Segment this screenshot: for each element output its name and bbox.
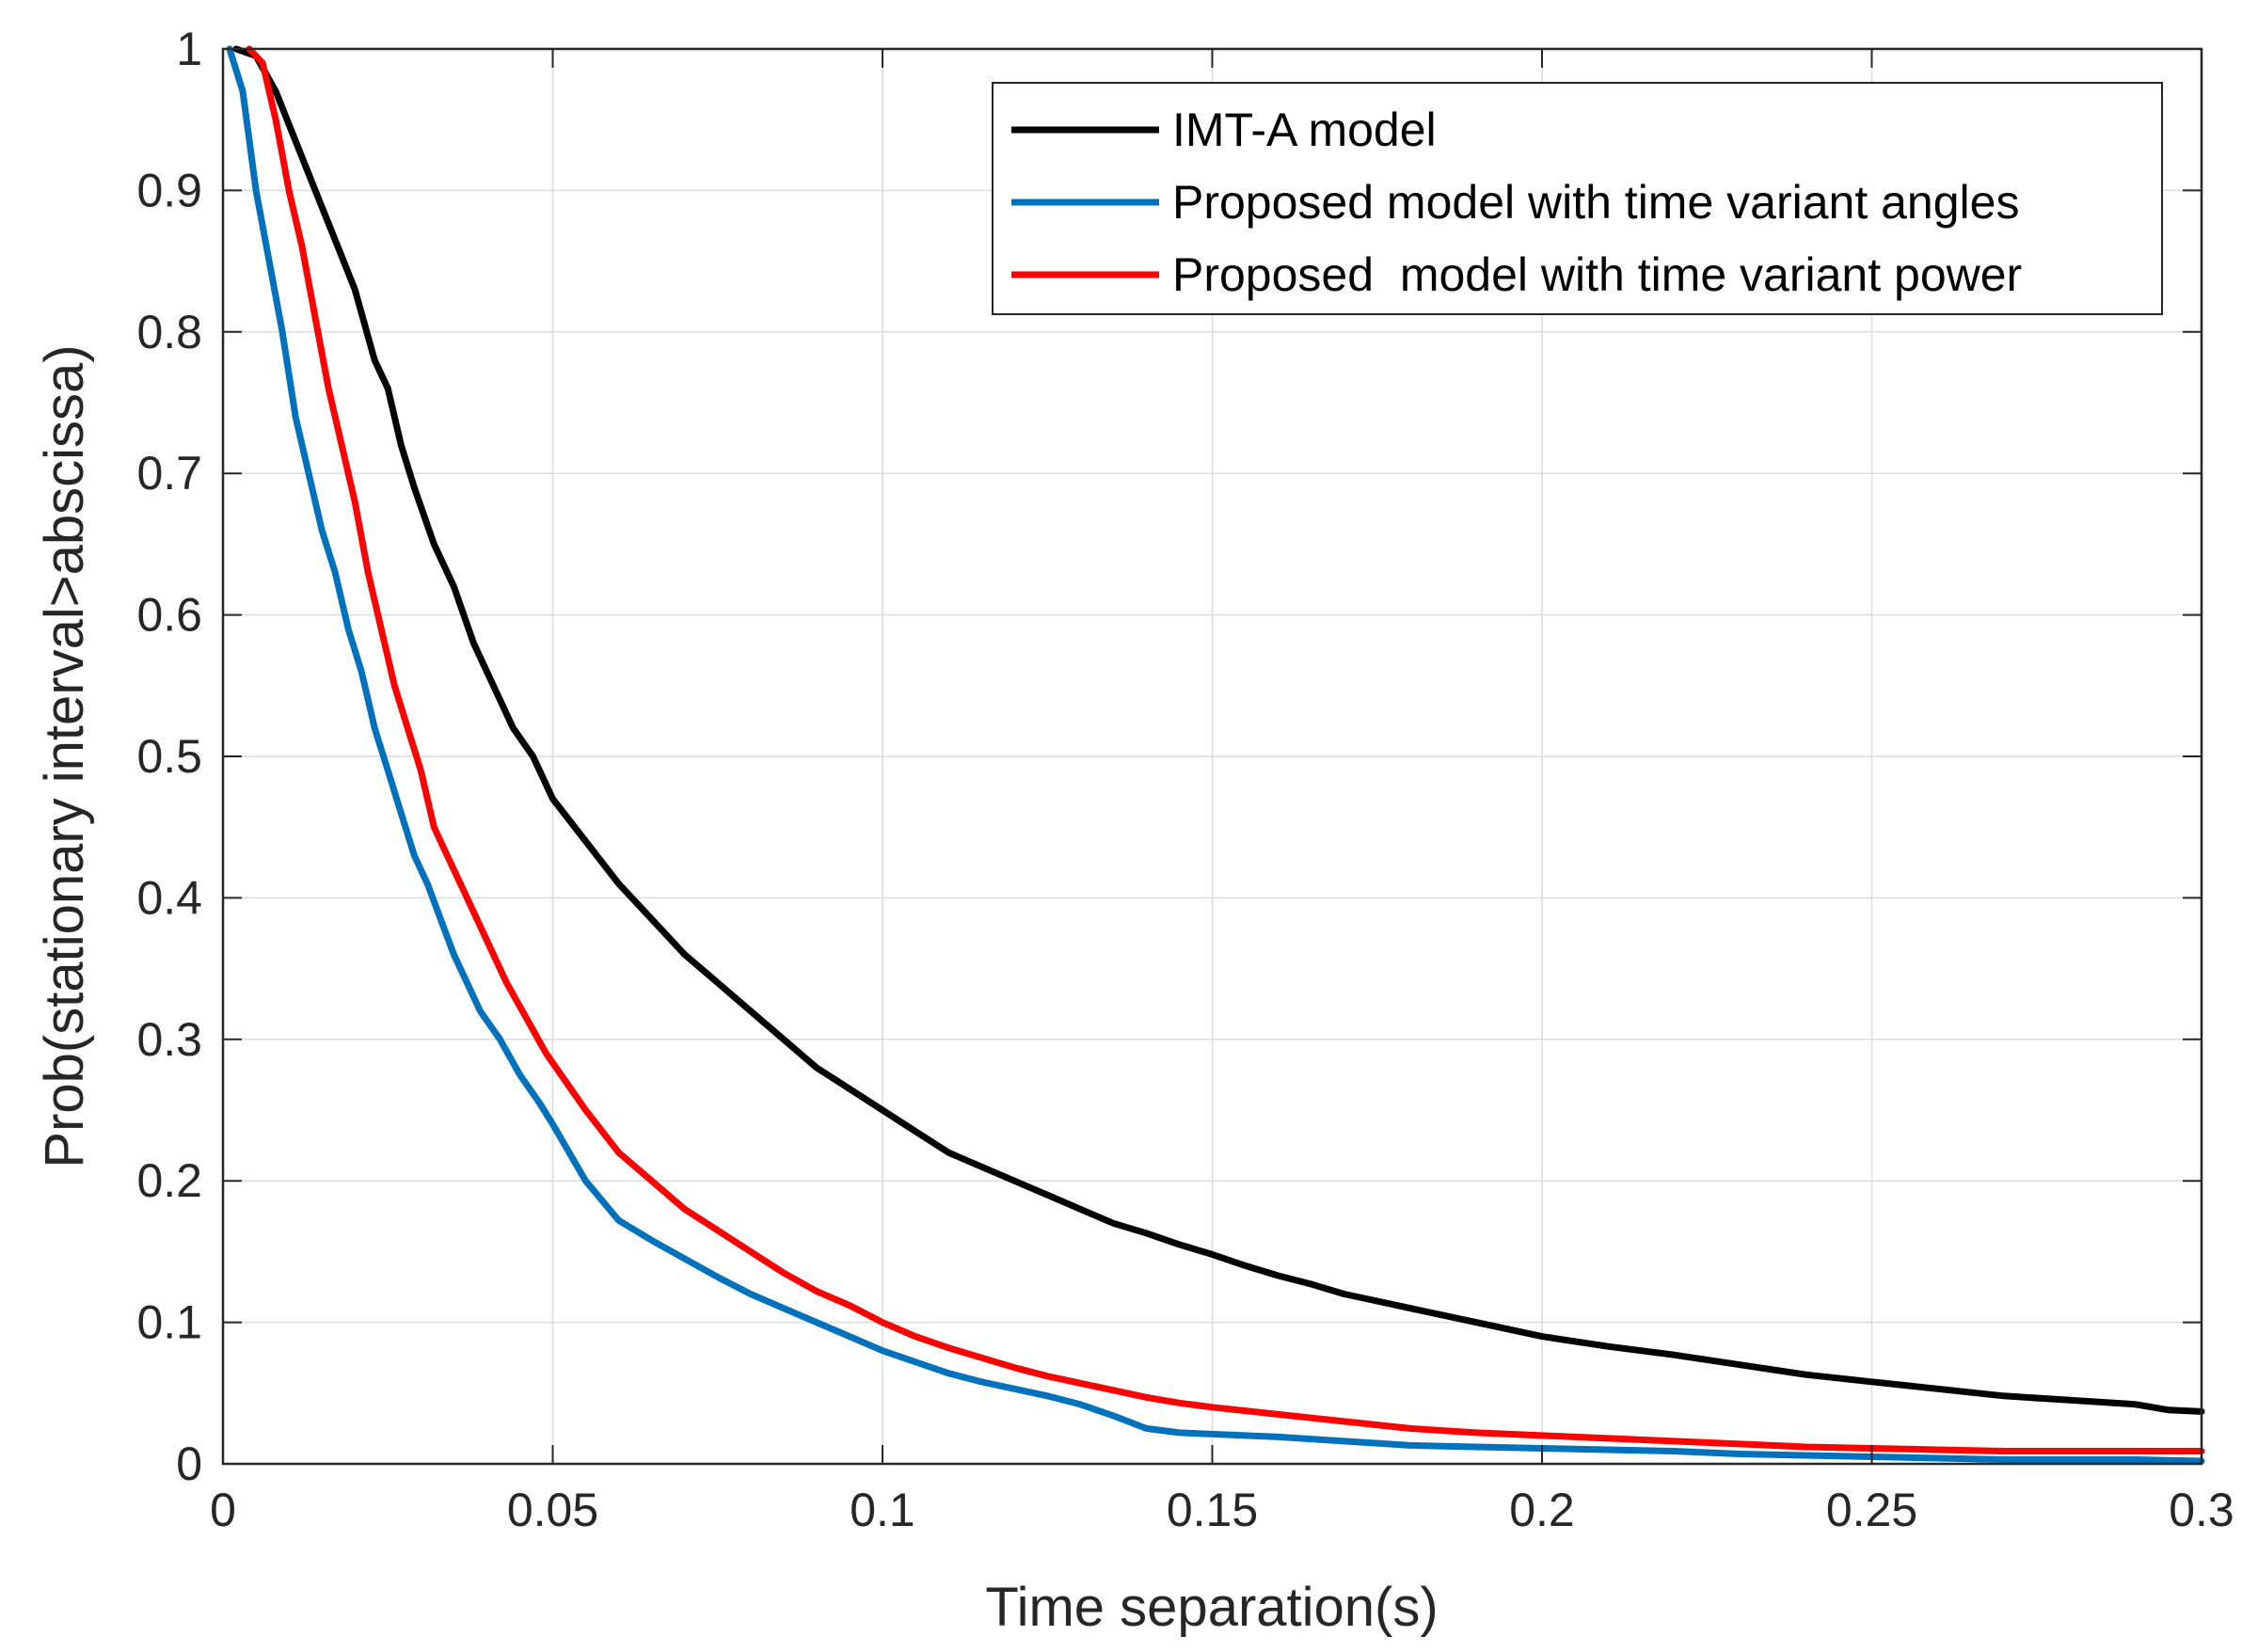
series-lines	[226, 45, 2205, 1465]
y-tick-label: 0.6	[136, 589, 202, 642]
legend-label: Proposed model with time variant power	[1172, 248, 2022, 301]
y-tick-label: 0.1	[136, 1296, 202, 1349]
x-tick-label: 0.25	[1826, 1484, 1917, 1536]
x-tick-label: 0.15	[1167, 1484, 1258, 1536]
y-tick-label: 0.4	[136, 871, 202, 924]
series-line-proposed-model-with-time-variant-angles	[226, 45, 2205, 1465]
y-tick-label: 1	[176, 23, 202, 75]
y-axis-title: Prob(stationary interval>abscissa)	[34, 344, 95, 1168]
legend: IMT-A model Proposed model with time vari…	[992, 82, 2163, 315]
x-axis-title: Time separation(s)	[985, 1577, 1438, 1638]
x-tick-label: 0.2	[1509, 1484, 1575, 1536]
y-tick-label: 0	[176, 1438, 202, 1490]
x-tick-label: 0.3	[2169, 1484, 2234, 1536]
y-tick-label: 0.2	[136, 1154, 202, 1207]
x-tick-label: 0.05	[507, 1484, 598, 1536]
legend-label: IMT-A model	[1172, 103, 1437, 156]
y-tick-label: 0.7	[136, 447, 202, 500]
x-tick-label: 0	[210, 1484, 236, 1536]
y-tick-label: 0.5	[136, 730, 202, 783]
y-tick-label: 0.3	[136, 1013, 202, 1066]
y-tick-labels: 0 0.1 0.2 0.3 0.4 0.5 0.6 0.7 0.8 0.9 1	[136, 23, 202, 1490]
ticks	[222, 48, 2202, 1465]
legend-label: Proposed model with time variant angles	[1172, 176, 2019, 229]
legend-box	[992, 82, 2163, 315]
y-tick-label: 0.8	[136, 306, 202, 358]
series-line-proposed-model-with-time-variant-power	[246, 45, 2205, 1454]
x-tick-label: 0.1	[850, 1484, 915, 1536]
y-tick-label: 0.9	[136, 164, 202, 216]
series-line-imt-a-model	[232, 45, 2205, 1415]
x-tick-labels: 0 0.05 0.1 0.15 0.2 0.25 0.3	[210, 1484, 2234, 1536]
